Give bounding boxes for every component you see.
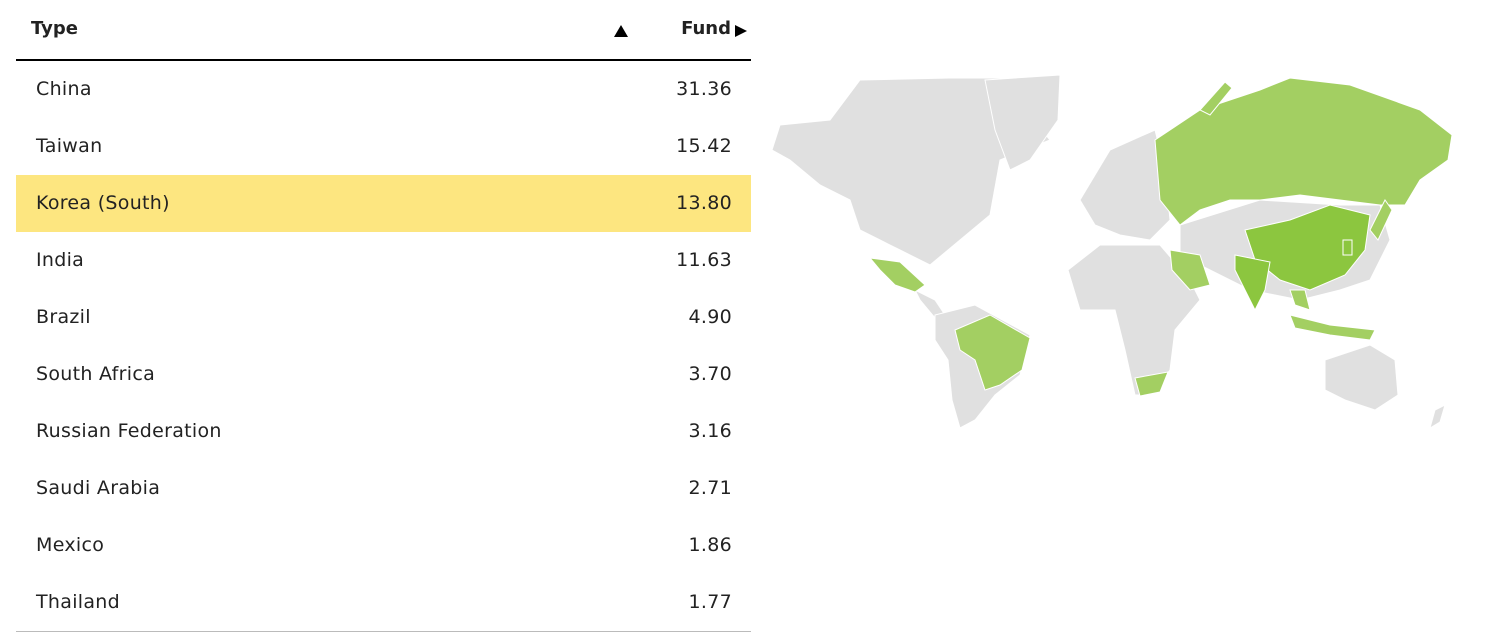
fund-weight: 1.86 [688, 534, 732, 556]
table-row[interactable]: Russian Federation 3.16 [16, 403, 751, 460]
australia [1324, 344, 1399, 411]
country-name: Russian Federation [36, 420, 222, 442]
table-row[interactable]: Saudi Arabia 2.71 [16, 460, 751, 517]
thailand [1289, 289, 1311, 311]
fund-weight: 13.80 [676, 192, 732, 214]
table-row[interactable]: South Africa 3.70 [16, 346, 751, 403]
country-name: Thailand [36, 591, 120, 613]
table-row[interactable]: Thailand 1.77 [16, 574, 751, 631]
indonesia [1289, 314, 1376, 341]
fund-weight: 1.77 [688, 591, 732, 613]
world-map [771, 74, 1453, 430]
table-row[interactable]: China 31.36 [16, 61, 751, 118]
holdings-table: Type Fund China 31.36 Taiwan 15.42 Korea (So… [16, 0, 751, 632]
country-name: Taiwan [36, 135, 103, 157]
type-header[interactable]: Type [31, 18, 78, 39]
table-row[interactable]: Brazil 4.90 [16, 289, 751, 346]
fund-weight: 4.90 [688, 306, 732, 328]
new-zealand [1429, 404, 1446, 430]
japan [1369, 199, 1393, 241]
fund-weight: 3.70 [688, 363, 732, 385]
novaya-zemlya [1199, 81, 1233, 116]
greenland [984, 74, 1061, 171]
country-name: India [36, 249, 85, 271]
table-body: China 31.36 Taiwan 15.42 Korea (South) 13.80 I… [16, 61, 751, 631]
table-row[interactable]: Mexico 1.86 [16, 517, 751, 574]
europe [1079, 129, 1171, 241]
fund-weight: 15.42 [676, 135, 732, 157]
country-name: Saudi Arabia [36, 477, 161, 499]
south-africa [1134, 371, 1169, 397]
country-name: Brazil [36, 306, 91, 328]
fund-weight: 11.63 [676, 249, 732, 271]
fund-weight: 2.71 [688, 477, 732, 499]
russia [1154, 77, 1453, 226]
fund-weight: 31.36 [676, 78, 732, 100]
mexico [868, 257, 926, 293]
sort-icon[interactable] [613, 24, 629, 38]
expand-icon[interactable] [734, 24, 748, 38]
table-row[interactable]: India 11.63 [16, 232, 751, 289]
korea [1342, 239, 1353, 256]
north-america [771, 77, 1051, 266]
table-header: Type Fund [16, 0, 751, 61]
brazil [954, 314, 1031, 391]
fund-weight: 3.16 [688, 420, 732, 442]
country-name: South Africa [36, 363, 156, 385]
africa [1067, 244, 1201, 396]
country-name: Korea (South) [36, 192, 170, 214]
table-row[interactable]: Korea (South) 13.80 [16, 175, 751, 232]
country-name: Mexico [36, 534, 105, 556]
country-name: China [36, 78, 92, 100]
fund-header[interactable]: Fund [681, 18, 731, 39]
table-row[interactable]: Taiwan 15.42 [16, 118, 751, 175]
saudi-arabia [1169, 249, 1211, 291]
table-footer-rule [16, 631, 751, 632]
india [1234, 254, 1271, 312]
